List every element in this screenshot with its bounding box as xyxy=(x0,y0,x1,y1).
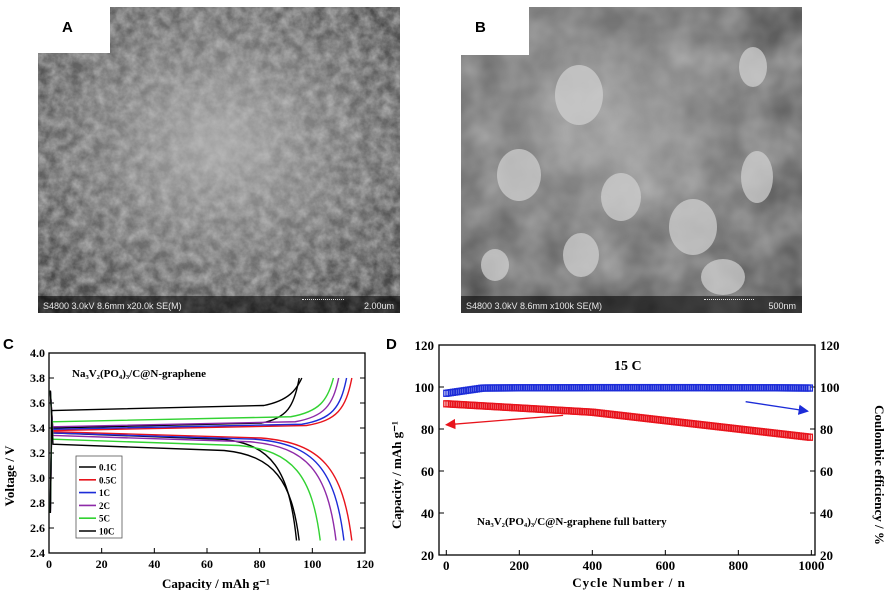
chart-c-ytick-label: 3.6 xyxy=(30,396,45,410)
panel-letter-c: C xyxy=(3,336,14,353)
efficiency-axis-arrow xyxy=(745,401,809,415)
series-coulombic-efficiency xyxy=(443,383,814,397)
chart-d-rate-label: 15 C xyxy=(614,359,642,374)
data-point xyxy=(806,384,814,392)
series-capacity xyxy=(443,400,814,441)
sem-texture-a xyxy=(38,7,400,313)
discharge-curve-0.5C xyxy=(49,390,353,541)
chart-d-ytick-label-right: 100 xyxy=(820,380,840,395)
legend-label-5C: 5C xyxy=(99,514,110,524)
chart-d-ytick-label-left: 120 xyxy=(415,338,435,353)
chart-c-ylabel: Voltage / V xyxy=(2,445,17,506)
chart-d-xlabel: Cycle Number / n xyxy=(572,575,686,590)
chart-d-ytick-label-right: 120 xyxy=(820,338,840,353)
discharge-curve-10C xyxy=(49,390,300,541)
discharge-curve-1C xyxy=(49,390,345,541)
sem-image-a: S4800 3.0kV 8.6mm x20.0k SE(M) 2.00um xyxy=(38,7,400,313)
legend-label-0.5C: 0.5C xyxy=(99,475,117,485)
chart-d-xtick-label: 200 xyxy=(510,558,530,573)
chart-c-ytick-label: 3.0 xyxy=(30,471,45,485)
sem-info-b: S4800 3.0kV 8.6mm x100k SE(M) xyxy=(466,301,603,311)
chart-c-xtick-label: 80 xyxy=(254,557,266,571)
chart-d-ytick-label-left: 40 xyxy=(421,506,434,521)
scale-label-a: 2.00um xyxy=(363,301,394,311)
chart-c-xtick-label: 60 xyxy=(201,557,213,571)
charge-curve-2C xyxy=(49,377,340,514)
chart-c-legend-box xyxy=(75,455,123,539)
charge-curve-1C xyxy=(49,377,348,514)
chart-d-ytick-label-right: 20 xyxy=(820,548,833,563)
chart-d-ytick-label-left: 80 xyxy=(421,422,434,437)
capacity-axis-arrow xyxy=(445,414,564,430)
chart-c-ytick-label: 3.4 xyxy=(30,421,45,435)
panel-letter-a: A xyxy=(62,19,73,36)
discharge-curve-2C xyxy=(49,390,337,541)
chart-d-ytick-label-right: 60 xyxy=(820,464,833,479)
scale-bar-b xyxy=(704,299,754,303)
chart-d-ylabel-left: Capacity / mAh g⁻¹ xyxy=(389,421,404,529)
chart-c-ytick-label: 3.2 xyxy=(30,446,45,460)
chart-d-ytick-label-left: 20 xyxy=(421,548,434,563)
chart-c-xtick-label: 0 xyxy=(46,557,52,571)
scale-bar-a xyxy=(302,299,344,303)
chart-d-xtick-label: 400 xyxy=(583,558,603,573)
charge-curve-10C xyxy=(49,377,303,514)
chart-c-ytick-label: 2.8 xyxy=(30,496,45,510)
chart-c-xtick-label: 100 xyxy=(303,557,321,571)
chart-c-ytick-label: 2.6 xyxy=(30,521,45,535)
panel-label-box-b xyxy=(461,7,529,55)
sem-info-a: S4800 3.0kV 8.6mm x20.0k SE(M) xyxy=(43,301,182,311)
sem-info-bar-a: S4800 3.0kV 8.6mm x20.0k SE(M) 2.00um xyxy=(38,296,400,313)
chart-c-formula: Na₃V₂(PO₄)₃/C@N-graphene xyxy=(72,368,206,380)
scale-label-b: 500nm xyxy=(768,301,796,311)
chart-d-xtick-label: 0 xyxy=(443,558,450,573)
charge-curve-5C xyxy=(49,377,335,514)
charge-curve-0.5C xyxy=(49,377,353,514)
sem-info-bar-b: S4800 3.0kV 8.6mm x100k SE(M) 500nm xyxy=(461,296,802,313)
chart-c-ytick-label: 4.0 xyxy=(30,346,45,360)
chart-d-xtick-label: 600 xyxy=(656,558,676,573)
chart-d: Capacity / mAh g⁻¹ Coulombic efficiency … xyxy=(389,338,887,590)
sem-texture-b xyxy=(461,7,802,313)
chart-d-ytick-label-right: 80 xyxy=(820,422,833,437)
chart-d-ytick-label-right: 40 xyxy=(820,506,833,521)
chart-c-ytick-label: 3.8 xyxy=(30,371,45,385)
data-point xyxy=(806,433,814,441)
chart-d-frame xyxy=(438,344,816,556)
chart-d-xtick-label: 1000 xyxy=(798,558,824,573)
chart-c-xtick-label: 20 xyxy=(96,557,108,571)
chart-d-annotation: Na₃V₂(PO₄)₃/C@N-graphene full battery xyxy=(477,516,667,528)
discharge-curve-0.1C xyxy=(49,390,298,541)
chart-d-ylabel-right: Coulombic efficiency / % xyxy=(872,405,887,545)
legend-label-10C: 10C xyxy=(99,527,115,537)
chart-c-xtick-label: 120 xyxy=(356,557,374,571)
chart-c-ytick-label: 2.4 xyxy=(30,546,45,560)
chart-d-ytick-label-left: 100 xyxy=(415,380,435,395)
chart-d-ytick-label-left: 60 xyxy=(421,464,434,479)
chart-d-xtick-label: 800 xyxy=(729,558,749,573)
panel-label-box-a xyxy=(38,7,110,53)
panel-letter-b: B xyxy=(475,19,486,36)
panel-letter-d: D xyxy=(386,336,397,353)
chart-c-legend: 0.1C 0.5C 1C 2C 5C 10C xyxy=(75,455,123,539)
discharge-curve-5C xyxy=(49,390,321,541)
legend-label-0.1C: 0.1C xyxy=(99,463,117,473)
chart-c-xtick-label: 40 xyxy=(148,557,160,571)
legend-label-2C: 2C xyxy=(99,501,110,511)
legend-label-1C: 1C xyxy=(99,488,110,498)
chart-c: Voltage / V Capacity / mAh g⁻¹ Na₃V₂(PO₄… xyxy=(2,346,374,590)
chart-c-series-group xyxy=(49,377,353,541)
chart-c-xlabel: Capacity / mAh g⁻¹ xyxy=(162,576,270,590)
sem-image-b: S4800 3.0kV 8.6mm x100k SE(M) 500nm xyxy=(461,7,802,313)
